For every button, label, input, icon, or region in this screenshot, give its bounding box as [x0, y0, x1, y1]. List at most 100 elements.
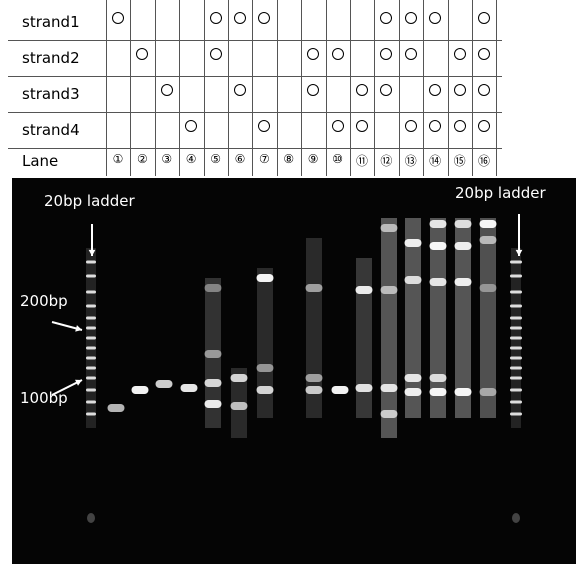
ladder-right-band — [510, 388, 522, 392]
ladder-left-band — [86, 274, 96, 278]
ladder-left-band — [86, 260, 96, 264]
table-column-divider — [325, 0, 327, 176]
presence-mark — [234, 12, 246, 24]
presence-mark — [112, 12, 124, 24]
presence-mark — [331, 120, 344, 132]
table-row-divider — [8, 148, 502, 149]
presence-mark — [380, 84, 393, 96]
presence-mark — [478, 120, 490, 132]
lane-5-band — [204, 379, 222, 387]
ladder-left-band — [86, 366, 96, 370]
presence-mark — [209, 12, 222, 24]
ladder-right-band — [512, 513, 520, 523]
ladder-right-band — [510, 412, 522, 416]
ladder-left-band — [87, 513, 95, 523]
ladder-right-band — [510, 304, 522, 308]
lane-6-band — [230, 374, 248, 382]
gel-bands — [51, 214, 523, 523]
lane-2-band — [131, 386, 149, 394]
ladder-right-band — [510, 274, 522, 278]
ladder-left-band — [86, 316, 96, 320]
gel-image: 20bp ladder 20bp ladder 200bp 100bp — [12, 178, 576, 564]
lane-11-band — [355, 384, 373, 392]
presence-mark — [404, 48, 417, 60]
presence-mark — [356, 120, 368, 132]
table-column-divider — [398, 0, 400, 176]
presence-mark — [478, 48, 490, 60]
table-column-divider — [203, 0, 205, 176]
presence-mark — [478, 84, 490, 96]
ladder-right-band — [510, 346, 522, 350]
table-row-divider — [8, 40, 502, 41]
lane-15-band — [454, 278, 472, 286]
lane-5-band — [204, 350, 222, 358]
ladder-left-band — [86, 326, 96, 330]
presence-mark — [380, 12, 393, 24]
lane-15-band — [454, 242, 472, 250]
lane-9-band — [305, 386, 323, 394]
lane-smear — [306, 238, 322, 418]
lane-9-band — [305, 374, 323, 382]
lane-5-band — [204, 400, 222, 408]
table-column-divider — [276, 0, 278, 176]
lane-smear — [356, 258, 372, 418]
lane-12-band — [380, 224, 398, 232]
lane-5-band — [204, 284, 222, 292]
presence-mark — [429, 84, 442, 96]
lane-number: ⑪ — [355, 154, 368, 168]
lane-9-band — [305, 284, 323, 292]
lane-16-band — [479, 388, 497, 396]
presence-mark — [136, 48, 149, 60]
lane-number: ⑥ — [234, 152, 246, 166]
lane-15-band — [454, 220, 472, 228]
lane-12-band — [380, 286, 398, 294]
presence-mark — [453, 84, 466, 96]
lane-13-band — [404, 388, 422, 396]
lane-14-band — [429, 242, 447, 250]
ladder-left-band — [86, 412, 96, 416]
lane-11-band — [355, 286, 373, 294]
lane-13-band — [404, 239, 422, 247]
lane-number: ⑬ — [404, 154, 417, 168]
lane-smear — [405, 218, 421, 418]
table-column-divider — [447, 0, 449, 176]
lane-3-band — [155, 380, 173, 388]
lane-number: ⑮ — [453, 154, 466, 168]
lane-4-band — [180, 384, 198, 392]
ladder-left-band — [86, 290, 96, 294]
presence-mark — [234, 84, 246, 96]
ladder-left-band — [86, 388, 96, 392]
ladder-right-band — [510, 376, 522, 380]
ladder-right-band — [510, 290, 522, 294]
lane-smear — [480, 218, 496, 418]
lane-number: ⑫ — [380, 154, 393, 168]
ladder-right-band — [510, 326, 522, 330]
lane-14-band — [429, 388, 447, 396]
lane-7-band — [256, 274, 274, 282]
row-label-strand4: strand4 — [22, 121, 80, 139]
row-label-strand1: strand1 — [22, 13, 80, 31]
table-column-divider — [423, 0, 425, 176]
presence-mark — [478, 12, 490, 24]
row-label-strand3: strand3 — [22, 85, 80, 103]
table-row-divider — [8, 112, 502, 113]
ladder-right-band — [510, 400, 522, 404]
sample-table: strand1 strand2 strand3 strand4 Lane ① ② ③ ④ ⑤ ⑥ ⑦ ⑧… — [0, 0, 584, 176]
ladder-right-band — [510, 336, 522, 340]
lane-7-band — [256, 386, 274, 394]
ladder-left-band — [86, 400, 96, 404]
presence-mark — [380, 48, 393, 60]
ladder-left-band — [86, 304, 96, 308]
lane-1-band — [107, 404, 125, 412]
table-column-divider — [252, 0, 254, 176]
table-column-divider — [130, 0, 132, 176]
table-column-divider — [496, 0, 498, 176]
presence-mark — [404, 120, 417, 132]
lane-14-band — [429, 278, 447, 286]
presence-mark — [307, 48, 320, 60]
lane-smear — [257, 268, 273, 418]
lane-number: ② — [137, 152, 148, 166]
presence-mark — [185, 120, 198, 132]
lane-7-band — [256, 364, 274, 372]
presence-mark — [429, 12, 442, 24]
